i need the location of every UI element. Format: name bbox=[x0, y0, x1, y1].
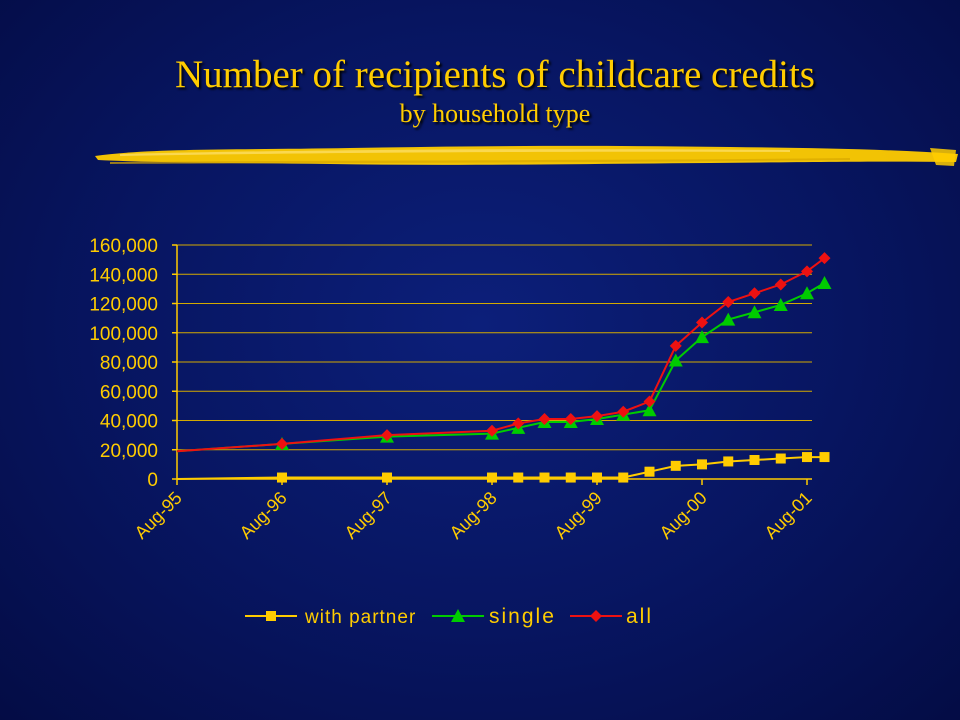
data-point-with-partner bbox=[382, 472, 392, 483]
y-tick-label: 60,000 bbox=[100, 382, 158, 403]
data-point-single bbox=[642, 403, 657, 417]
data-point-all bbox=[564, 413, 577, 426]
data-point-single bbox=[800, 286, 814, 300]
data-point-single bbox=[747, 305, 762, 319]
data-point-all bbox=[801, 265, 813, 278]
data-point-all bbox=[696, 316, 708, 329]
legend-label-single: single bbox=[489, 605, 556, 628]
legend-label-all: all bbox=[626, 605, 653, 628]
data-point-all bbox=[669, 339, 682, 352]
title-underline-brushstroke bbox=[95, 145, 958, 166]
legend-marker-all bbox=[590, 610, 602, 622]
data-point-single bbox=[695, 330, 709, 344]
slide-subtitle: by household type bbox=[399, 99, 591, 128]
data-point-with-partner bbox=[723, 456, 734, 467]
y-tick-label: 140,000 bbox=[89, 265, 158, 286]
y-tick-label: 120,000 bbox=[89, 295, 158, 316]
data-point-single bbox=[817, 276, 832, 290]
data-point-all bbox=[276, 437, 288, 450]
data-point-all bbox=[818, 252, 831, 265]
data-point-with-partner bbox=[775, 453, 786, 464]
x-tick-label: Aug-96 bbox=[236, 488, 291, 543]
y-tick-label: 40,000 bbox=[100, 412, 158, 433]
data-point-all bbox=[381, 429, 393, 442]
data-point-all bbox=[774, 278, 787, 291]
x-tick-label: Aug-00 bbox=[656, 488, 711, 543]
data-point-single bbox=[668, 353, 683, 367]
data-point-all bbox=[591, 410, 603, 423]
y-tick-label: 20,000 bbox=[100, 441, 158, 462]
data-point-with-partner bbox=[565, 472, 576, 483]
data-point-all bbox=[722, 296, 735, 309]
x-tick-label: Aug-95 bbox=[131, 488, 186, 543]
legend-label-with-partner: with partner bbox=[304, 607, 416, 628]
data-point-single bbox=[721, 312, 736, 326]
x-tick-label: Aug-97 bbox=[341, 488, 396, 543]
series-line-single bbox=[176, 282, 826, 453]
data-point-all bbox=[643, 395, 656, 408]
data-point-with-partner bbox=[697, 459, 707, 470]
data-point-with-partner bbox=[670, 460, 681, 471]
x-tick-label: Aug-98 bbox=[446, 488, 501, 543]
legend-marker-with-partner bbox=[266, 611, 276, 621]
data-point-with-partner bbox=[539, 472, 550, 483]
data-point-with-partner bbox=[592, 472, 602, 483]
series-line-all bbox=[176, 257, 826, 453]
y-tick-label: 0 bbox=[147, 470, 158, 491]
x-tick-label: Aug-99 bbox=[551, 488, 606, 543]
data-point-with-partner bbox=[644, 466, 655, 477]
title-block: Number of recipients of childcare credit… bbox=[0, 52, 960, 130]
slide-title: Number of recipients of childcare credit… bbox=[175, 53, 815, 96]
data-point-single bbox=[773, 297, 788, 311]
data-point-all bbox=[512, 417, 525, 430]
data-point-with-partner bbox=[487, 472, 497, 483]
data-point-with-partner bbox=[513, 472, 524, 483]
data-point-with-partner bbox=[277, 472, 287, 483]
x-tick-label: Aug-01 bbox=[761, 488, 816, 543]
y-tick-label: 100,000 bbox=[89, 324, 158, 345]
data-point-all bbox=[486, 424, 498, 437]
data-point-all bbox=[538, 413, 551, 426]
data-point-all bbox=[748, 287, 761, 300]
legend-marker-single bbox=[451, 609, 465, 622]
y-tick-label: 80,000 bbox=[100, 353, 158, 374]
data-point-with-partner bbox=[802, 452, 812, 463]
data-point-all bbox=[617, 405, 630, 418]
data-point-with-partner bbox=[749, 454, 760, 465]
data-point-with-partner bbox=[819, 452, 830, 463]
data-point-with-partner bbox=[618, 472, 629, 483]
y-tick-label: 160,000 bbox=[89, 236, 158, 257]
